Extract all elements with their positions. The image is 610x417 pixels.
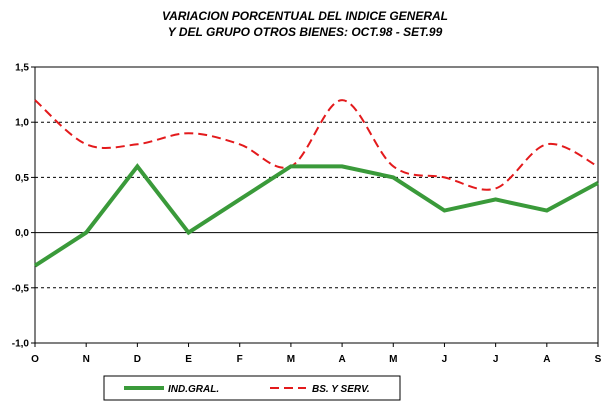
y-tick-label: 1,0 — [15, 118, 29, 129]
x-tick-label: E — [185, 354, 192, 365]
x-tick-label: A — [543, 354, 550, 365]
x-tick-label: M — [287, 354, 295, 365]
plot-frame — [34, 66, 599, 344]
y-tick-label: -1,0 — [12, 339, 30, 350]
legend-label-ind-gral: IND.GRAL. — [168, 384, 219, 395]
x-tick-label: J — [493, 354, 499, 365]
x-tick-label: J — [442, 354, 448, 365]
x-tick-label: O — [31, 354, 39, 365]
series-layer — [33, 99, 599, 268]
x-tick-label: D — [134, 354, 141, 365]
x-tick-label: S — [595, 354, 602, 365]
y-tick-label: 0,0 — [15, 228, 29, 239]
series-line-bs-y-serv — [34, 99, 599, 191]
legend: IND.GRAL. BS. Y SERV. — [103, 375, 401, 401]
x-tick-label: F — [237, 354, 243, 365]
y-tick-label: 1,5 — [15, 63, 29, 74]
y-tick-label: 0,5 — [15, 173, 29, 184]
grid-layer — [35, 121, 598, 289]
x-tick-label: A — [338, 354, 345, 365]
axis-layer — [31, 66, 599, 347]
legend-label-bs-y-serv: BS. Y SERV. — [312, 384, 370, 395]
x-tick-label: M — [389, 354, 397, 365]
x-tick-label: N — [83, 354, 90, 365]
chart-subtitle: Y DEL GRUPO OTROS BIENES: OCT.98 - SET.9… — [167, 25, 443, 39]
series-line-ind-gral — [33, 163, 599, 268]
label-layer: 1,5 1,0 0,5 0,0 -0,5 -1,0O N D E F M A M J J A S — [12, 63, 602, 366]
chart-title: VARIACION PORCENTUAL DEL INDICE GENERAL — [161, 9, 449, 23]
y-tick-label: -0,5 — [12, 283, 30, 294]
